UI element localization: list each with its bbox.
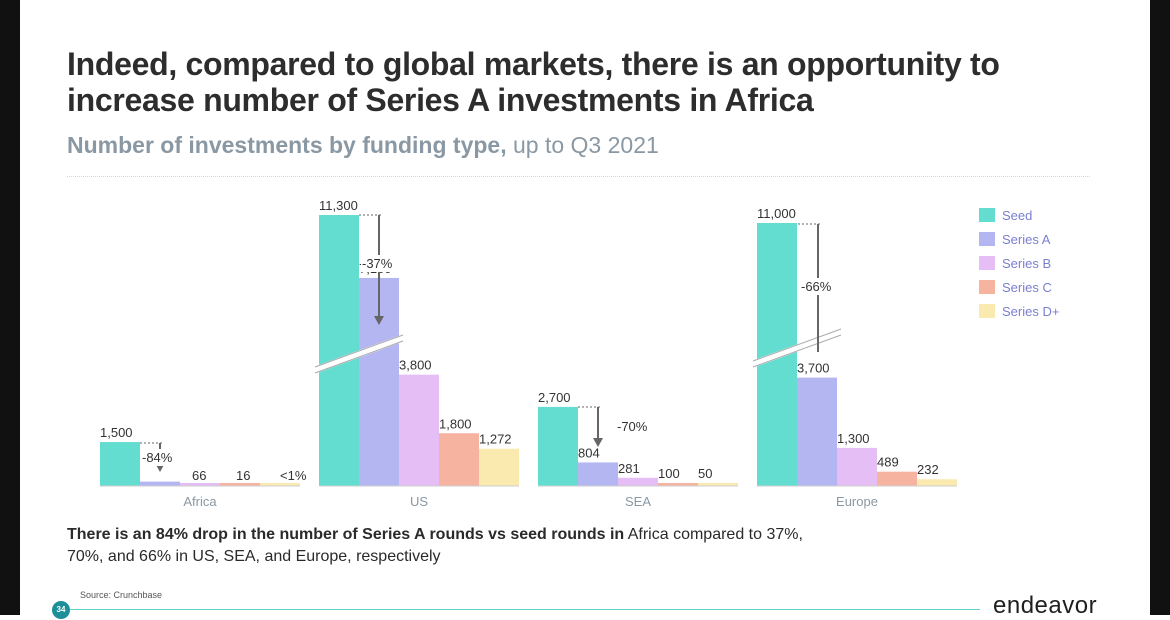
drop-arrowhead-sea [593, 438, 603, 447]
bar-sea-series-b [618, 477, 658, 486]
bar-sea-seed [538, 406, 578, 486]
bar-europe-series-c [877, 471, 917, 486]
data-label-africa-series-b: 66 [192, 468, 206, 483]
legend-label-series-d: Series D+ [1002, 304, 1059, 319]
bar-europe-series-d [917, 479, 957, 486]
subtitle-rest: up to Q3 2021 [506, 132, 659, 158]
data-label-sea-series-c: 100 [658, 466, 680, 481]
takeaway-note: There is an 84% drop in the number of Se… [67, 524, 827, 568]
legend-swatch-series-c [979, 280, 995, 294]
bar-africa-series-a [140, 481, 180, 486]
bar-europe-series-a [797, 377, 837, 486]
bar-us-series-c [439, 433, 479, 486]
legend-swatch-series-a [979, 232, 995, 246]
bar-africa-series-d [260, 483, 300, 486]
data-label-europe-seed: 11,000 [757, 206, 796, 221]
axis-break-edge-bottom-europe [752, 334, 842, 368]
page-number: 34 [52, 601, 70, 619]
data-label-sea-series-d: 50 [698, 466, 712, 481]
data-label-africa-series-d: <1% [280, 468, 307, 483]
data-label-europe-series-d: 232 [917, 462, 939, 477]
drop-label-bg-us [361, 255, 394, 272]
investments-bar-chart: 1,5006616<1%Africa11,3007,1003,8001,8001… [100, 198, 1059, 509]
bar-us-series-d [479, 448, 519, 486]
axis-break-edge-top-us [314, 334, 404, 368]
drop-label-us: -37% [362, 256, 393, 271]
drop-label-bg-africa [141, 449, 174, 466]
data-label-europe-series-a: 3,700 [797, 361, 830, 376]
bar-africa-seed [100, 442, 140, 486]
bar-europe-series-b [837, 447, 877, 486]
drop-label-europe: -66% [801, 279, 832, 294]
left-frame-border [0, 0, 20, 615]
bar-sea-series-c [658, 483, 698, 486]
bar-africa-series-c [220, 483, 260, 486]
data-label-us-seed: 11,300 [319, 198, 358, 213]
data-label-sea-series-b: 281 [618, 461, 640, 476]
bar-africa-series-b [180, 483, 220, 486]
data-label-us-series-c: 1,800 [439, 416, 472, 431]
data-label-europe-series-c: 489 [877, 455, 899, 470]
data-label-europe-series-b: 1,300 [837, 431, 870, 446]
bar-sea-series-d [698, 483, 738, 486]
legend-label-seed: Seed [1002, 208, 1032, 223]
right-frame-border [1150, 0, 1170, 615]
data-label-us-series-d: 1,272 [479, 432, 512, 447]
bar-us-seed [319, 215, 359, 486]
legend-label-series-a: Series A [1002, 232, 1051, 247]
data-label-sea-series-a: 804 [578, 445, 600, 460]
drop-label-africa: -84% [142, 450, 173, 465]
legend-swatch-series-d [979, 304, 995, 318]
legend-label-series-c: Series C [1002, 280, 1052, 295]
title-divider [67, 176, 1090, 177]
category-label-us: US [410, 494, 428, 509]
bar-sea-series-a [578, 462, 618, 486]
drop-arrowhead-us [374, 316, 384, 325]
category-label-africa: Africa [183, 494, 217, 509]
endeavor-logo: endeavor [993, 592, 1098, 619]
drop-label-sea: -70% [617, 419, 648, 434]
axis-break-edge-bottom-us [314, 340, 404, 374]
bar-us-series-b [399, 374, 439, 486]
axis-break-us [313, 334, 405, 374]
legend-swatch-series-b [979, 256, 995, 270]
subtitle-strong: Number of investments by funding type, [67, 132, 507, 158]
data-label-africa-series-c: 16 [236, 468, 250, 483]
axis-break-edge-top-europe [752, 328, 842, 362]
category-label-sea: SEA [625, 494, 651, 509]
category-label-europe: Europe [836, 494, 878, 509]
legend-swatch-seed [979, 208, 995, 222]
legend-label-series-b: Series B [1002, 256, 1051, 271]
axis-break-europe [751, 328, 843, 368]
data-label-us-series-b: 3,800 [399, 358, 432, 373]
drop-label-bg-europe [800, 278, 833, 295]
note-strong: There is an 84% drop in the number of Se… [67, 526, 625, 543]
chart-subtitle: Number of investments by funding type, u… [67, 132, 659, 159]
slide-title: Indeed, compared to global markets, ther… [67, 46, 1000, 118]
footer-line [70, 609, 980, 610]
source-note: Source: Crunchbase [80, 590, 163, 600]
data-label-sea-seed: 2,700 [538, 390, 571, 405]
data-label-africa-seed: 1,500 [100, 425, 133, 440]
note-rest: Africa compared to 37%, 70%, and 66% in … [67, 526, 803, 565]
